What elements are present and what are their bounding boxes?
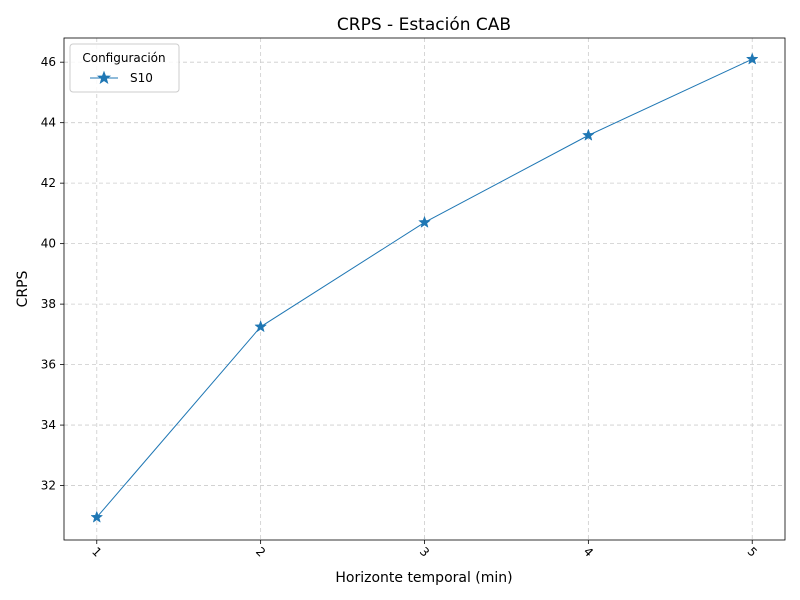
legend-title: Configuración — [82, 51, 165, 65]
grid-layer — [64, 38, 785, 540]
chart-title: CRPS - Estación CAB — [337, 15, 511, 35]
series-line — [96, 58, 753, 518]
x-axis-label: Horizonte temporal (min) — [335, 570, 512, 586]
data-point-star-marker — [90, 510, 104, 523]
y-tick-label: 42 — [41, 176, 56, 190]
legend-entry-label: S10 — [130, 71, 153, 85]
y-tick-label: 44 — [41, 116, 56, 130]
y-tick-label: 32 — [41, 479, 56, 493]
y-tick-label: 38 — [41, 297, 56, 311]
x-tick-label: 5 — [745, 544, 760, 559]
y-tick-label: 34 — [41, 418, 56, 432]
x-tick-label: 3 — [417, 544, 432, 559]
x-tick-label: 1 — [89, 544, 104, 559]
x-tick-label: 4 — [581, 544, 596, 559]
x-tick-label: 2 — [253, 544, 268, 559]
data-point-star-marker — [254, 320, 268, 333]
y-axis-label: CRPS — [15, 270, 31, 307]
data-point-star-marker — [581, 128, 595, 141]
y-tick-label: 40 — [41, 237, 56, 251]
legend: Configuración S10 — [69, 43, 180, 93]
series-layer — [90, 52, 759, 523]
data-point-star-marker — [745, 52, 759, 65]
y-tick-label: 46 — [41, 55, 56, 69]
y-tick-label: 36 — [41, 358, 56, 372]
legend-star-marker — [96, 70, 112, 85]
legend-box — [69, 43, 180, 93]
data-point-star-marker — [418, 215, 431, 228]
plot-frame — [63, 37, 786, 541]
